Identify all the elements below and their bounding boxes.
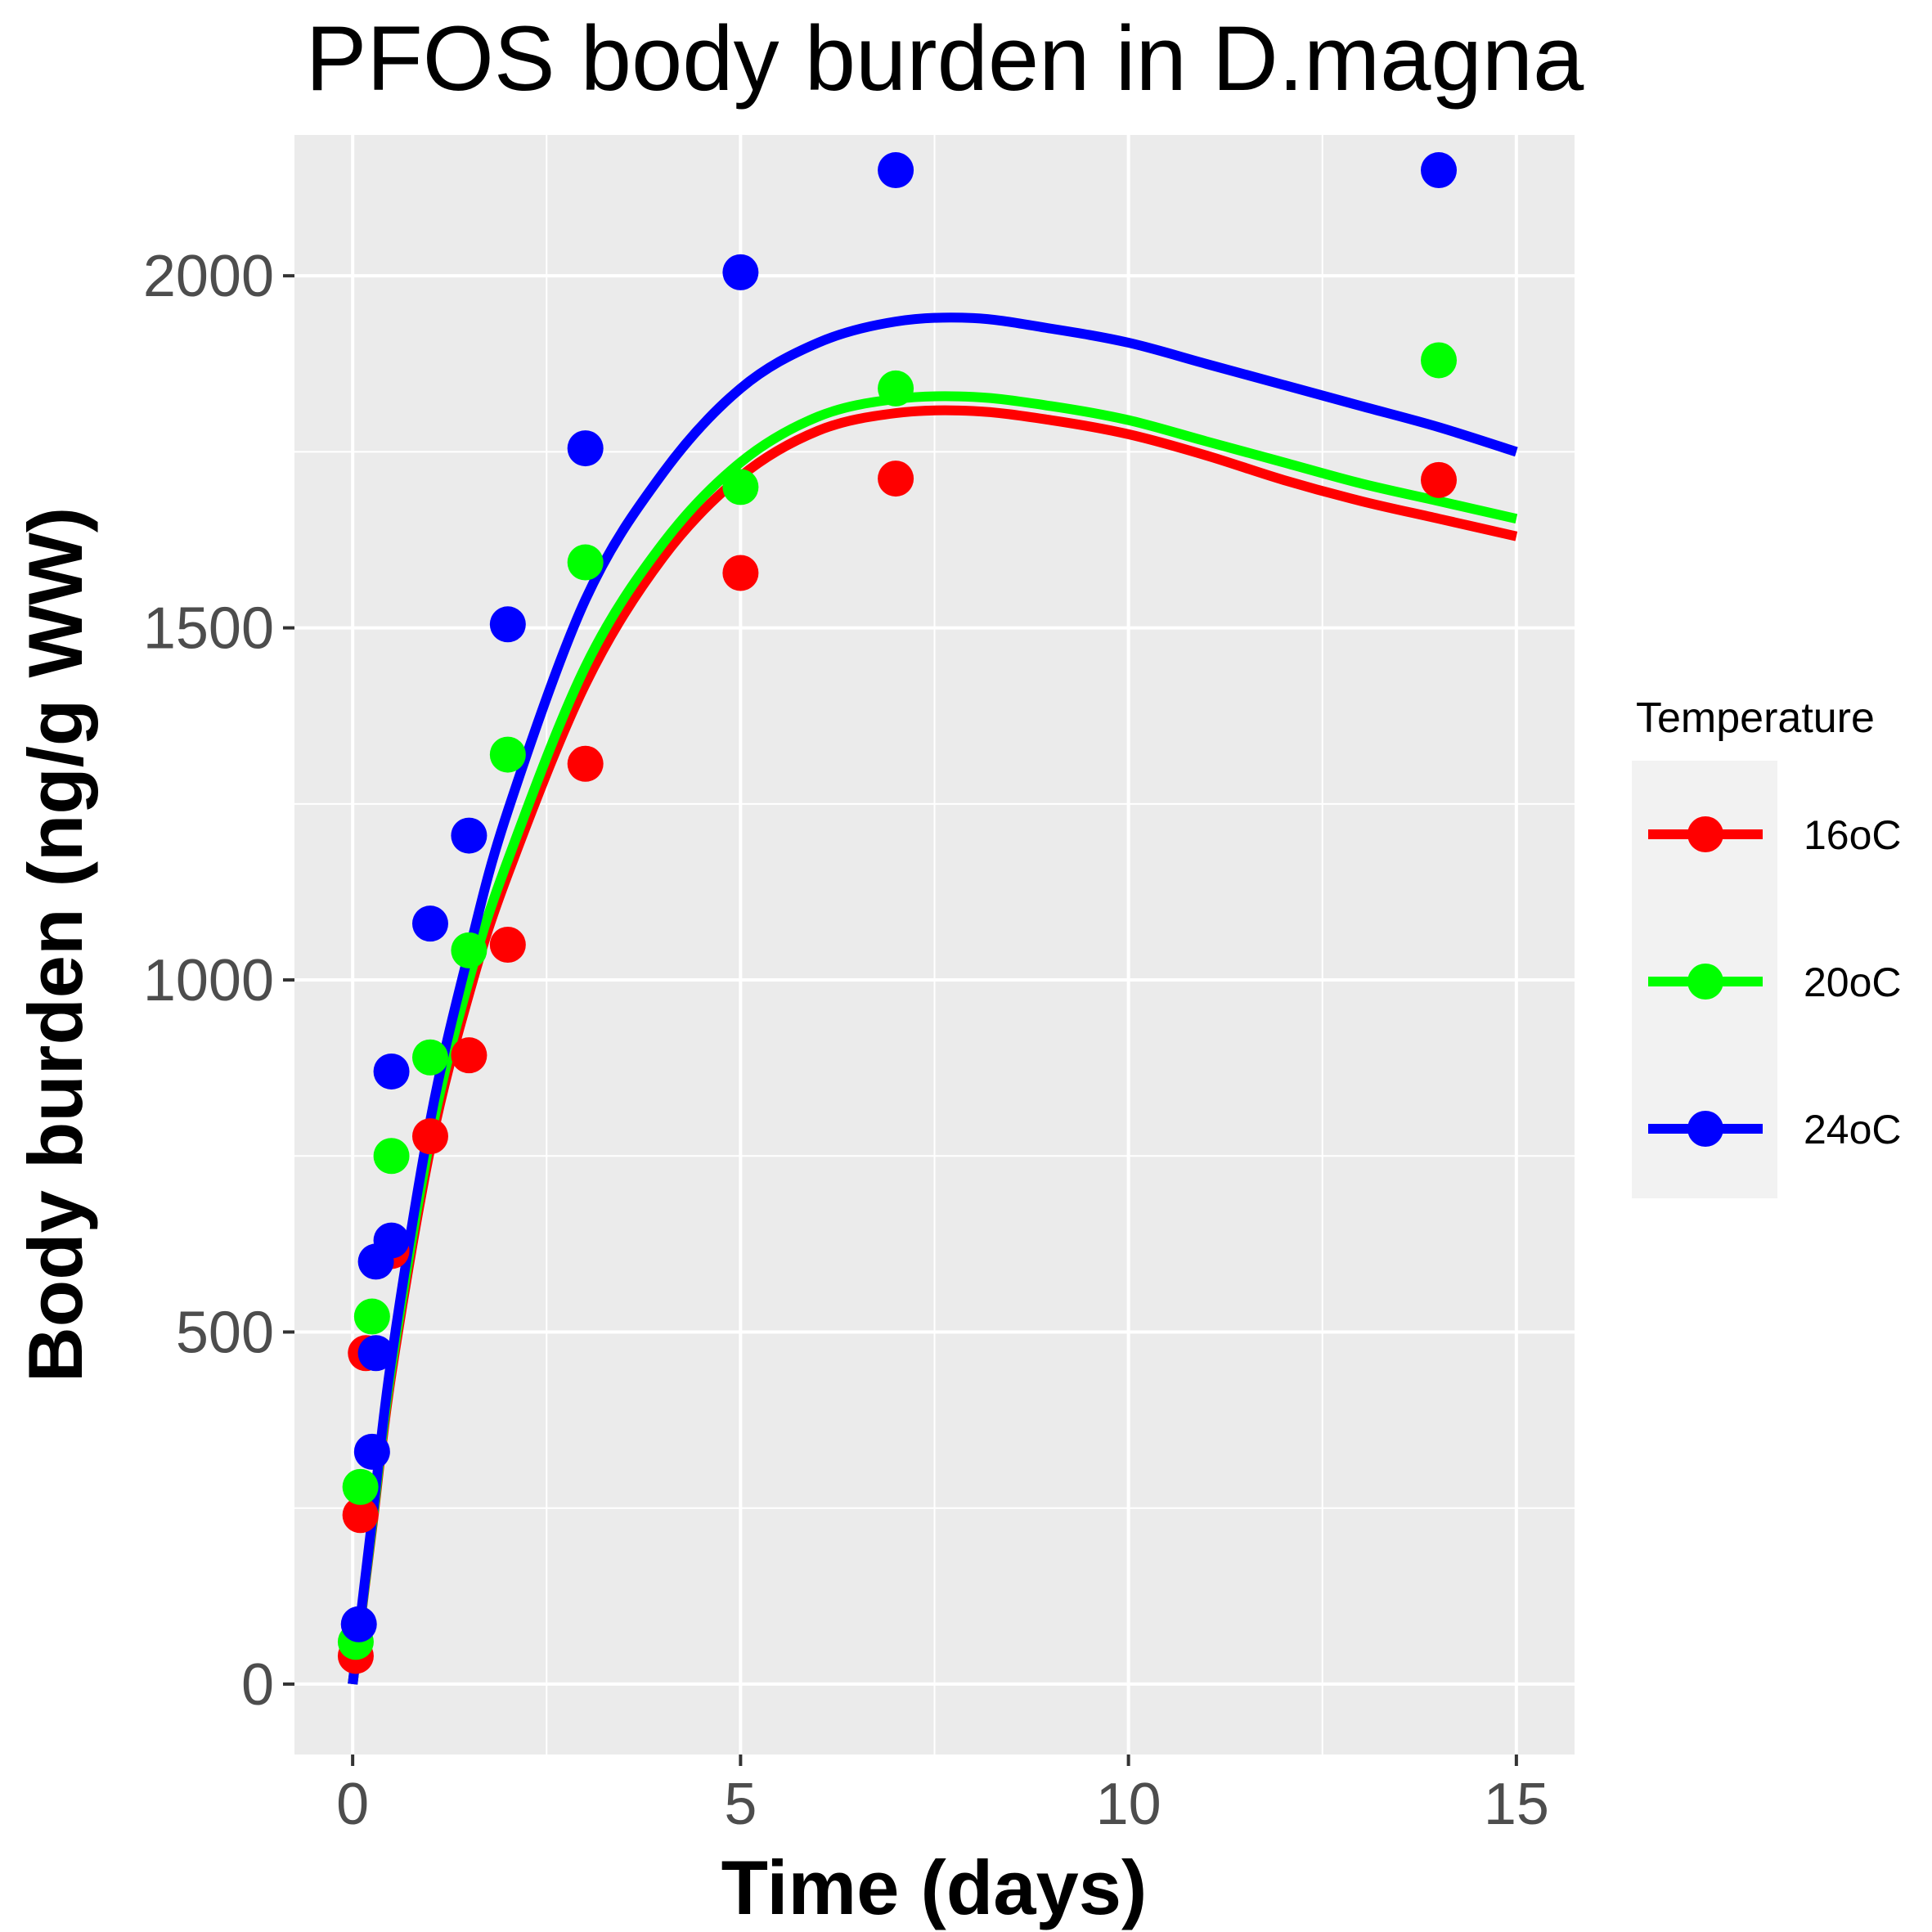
y-tick-label: 500: [176, 1300, 274, 1365]
point-24oC: [878, 152, 914, 189]
point-16oC: [451, 1037, 487, 1074]
minor-grid: [294, 135, 1575, 1755]
point-24oC: [451, 817, 487, 854]
y-axis: 0 500 1000 1500 2000: [143, 244, 294, 1718]
x-tick-label: 5: [724, 1772, 757, 1837]
legend-key-point-20oC: [1687, 964, 1723, 1000]
point-24oC: [357, 1335, 394, 1372]
point-20oC: [489, 736, 526, 773]
y-axis-title: Body burden (ng/g WW): [12, 507, 98, 1382]
point-24oC: [340, 1606, 377, 1642]
y-tick-label: 1000: [143, 948, 274, 1013]
point-24oC: [1421, 152, 1458, 189]
legend-label-24oC: 24oC: [1804, 1107, 1902, 1152]
point-16oC: [1421, 461, 1458, 498]
legend-label-20oC: 20oC: [1804, 959, 1902, 1005]
point-16oC: [878, 461, 914, 497]
point-24oC: [411, 905, 448, 942]
y-tick-label: 1500: [143, 596, 274, 662]
point-16oC: [567, 745, 604, 782]
legend-label-16oC: 16oC: [1804, 812, 1902, 858]
point-20oC: [353, 1298, 390, 1335]
x-tick-label: 15: [1484, 1772, 1549, 1837]
point-16oC: [489, 927, 526, 963]
point-20oC: [878, 370, 914, 407]
y-tick-label: 0: [241, 1652, 274, 1718]
point-20oC: [411, 1039, 448, 1076]
point-20oC: [342, 1468, 379, 1505]
x-tick-label: 0: [336, 1772, 369, 1837]
x-tick-label: 10: [1096, 1772, 1161, 1837]
point-20oC: [1421, 342, 1458, 379]
point-16oC: [342, 1497, 379, 1534]
legend: Temperature 16oC 20oC 24oC: [1632, 694, 1902, 1198]
point-24oC: [373, 1053, 410, 1090]
x-axis-title: Time (days): [721, 1844, 1148, 1930]
legend-title: Temperature: [1636, 694, 1875, 742]
legend-key-point-24oC: [1687, 1111, 1723, 1147]
chart-title: PFOS body burden in D.magna: [306, 7, 1584, 110]
point-20oC: [373, 1138, 410, 1175]
legend-key-point-16oC: [1687, 816, 1723, 852]
point-24oC: [722, 254, 759, 290]
point-24oC: [373, 1222, 410, 1259]
point-16oC: [411, 1118, 448, 1155]
point-20oC: [722, 469, 759, 505]
point-16oC: [722, 555, 759, 591]
y-tick-label: 2000: [143, 244, 274, 309]
x-axis: 0 5 10 15: [336, 1755, 1549, 1837]
point-24oC: [567, 430, 604, 467]
point-20oC: [451, 932, 487, 968]
data-points: [337, 152, 1458, 1674]
point-24oC: [353, 1433, 390, 1470]
major-grid: [294, 135, 1575, 1755]
point-24oC: [489, 606, 526, 643]
point-20oC: [567, 544, 604, 581]
